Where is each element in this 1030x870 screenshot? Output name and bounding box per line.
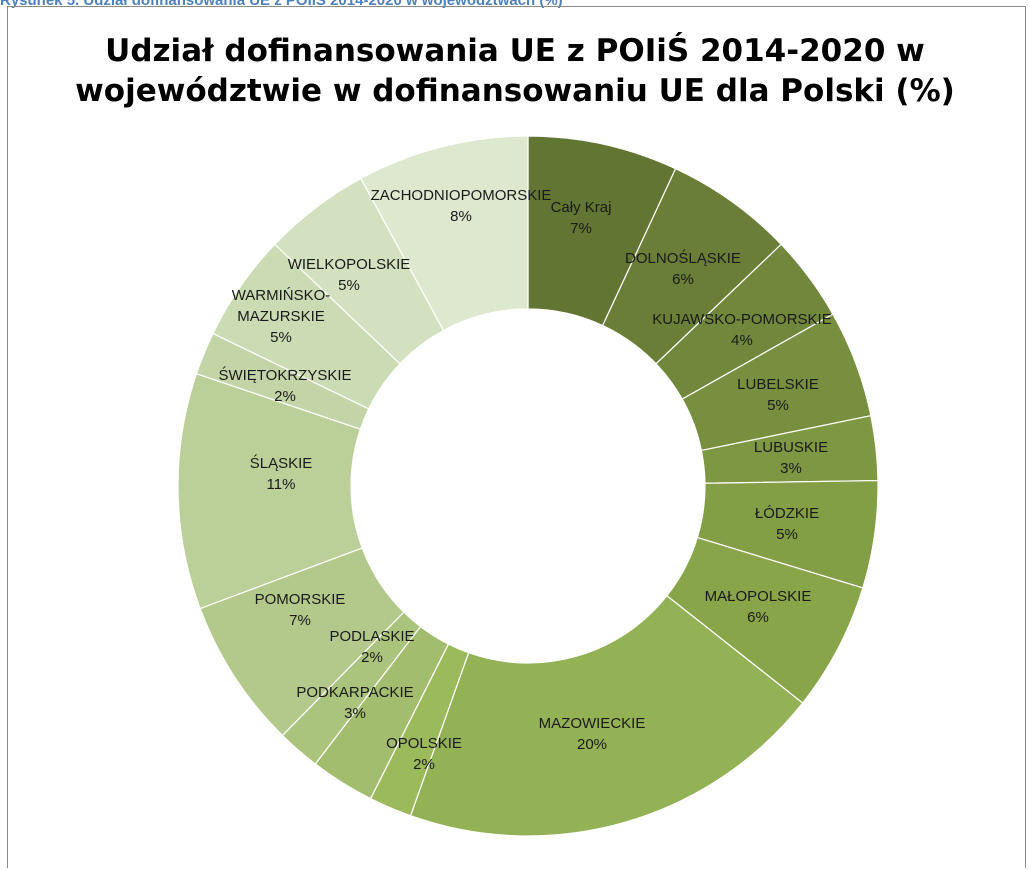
slice-label: ŁÓDZKIE 5% [755,505,819,543]
slice-label: ŚWIĘTOKRZYSKIE 2% [218,366,351,405]
chart-title-line-1: Udział dofinansowania UE z POIiŚ 2014-20… [105,33,925,69]
slice-label: WIELKOPOLSKIE 5% [288,256,411,294]
donut-slice [360,135,529,332]
slice-label: MAZOWIECKIE 20% [539,715,646,753]
slice-label: MAŁOPOLSKIE 6% [705,588,812,626]
slice-label: PODKARPACKIE 3% [296,684,413,722]
slice-label: DOLNOŚLĄSKIE 6% [625,249,741,288]
slice-label: OPOLSKIE 2% [386,735,462,773]
slice-label: KUJAWSKO-POMORSKIE 4% [652,311,831,349]
chart-frame [7,6,1026,868]
chart-title-line-2: województwie w dofinansowaniu UE dla Pol… [75,73,955,109]
slice-label: WARMIŃSKO-MAZURSKIE 5% [232,287,331,346]
slice-label: ŚLĄSKIE 11% [250,454,313,493]
slice-label: Cały Kraj 7% [551,199,612,237]
slice-label: LUBUSKIE 3% [754,439,828,477]
chart-title: Udział dofinansowania UE z POIiŚ 2014-20… [0,31,1030,111]
donut-slice [177,372,363,610]
figure-caption: Rysunek 5. Udział dofinansowania UE z PO… [0,0,563,9]
slice-label: PODLASKIE 2% [329,628,414,666]
slice-label: LUBELSKIE 5% [737,376,819,414]
slice-label: ZACHODNIOPOMORSKIE 8% [371,187,552,225]
slice-label: POMORSKIE 7% [255,591,346,629]
donut-slice [409,594,804,837]
